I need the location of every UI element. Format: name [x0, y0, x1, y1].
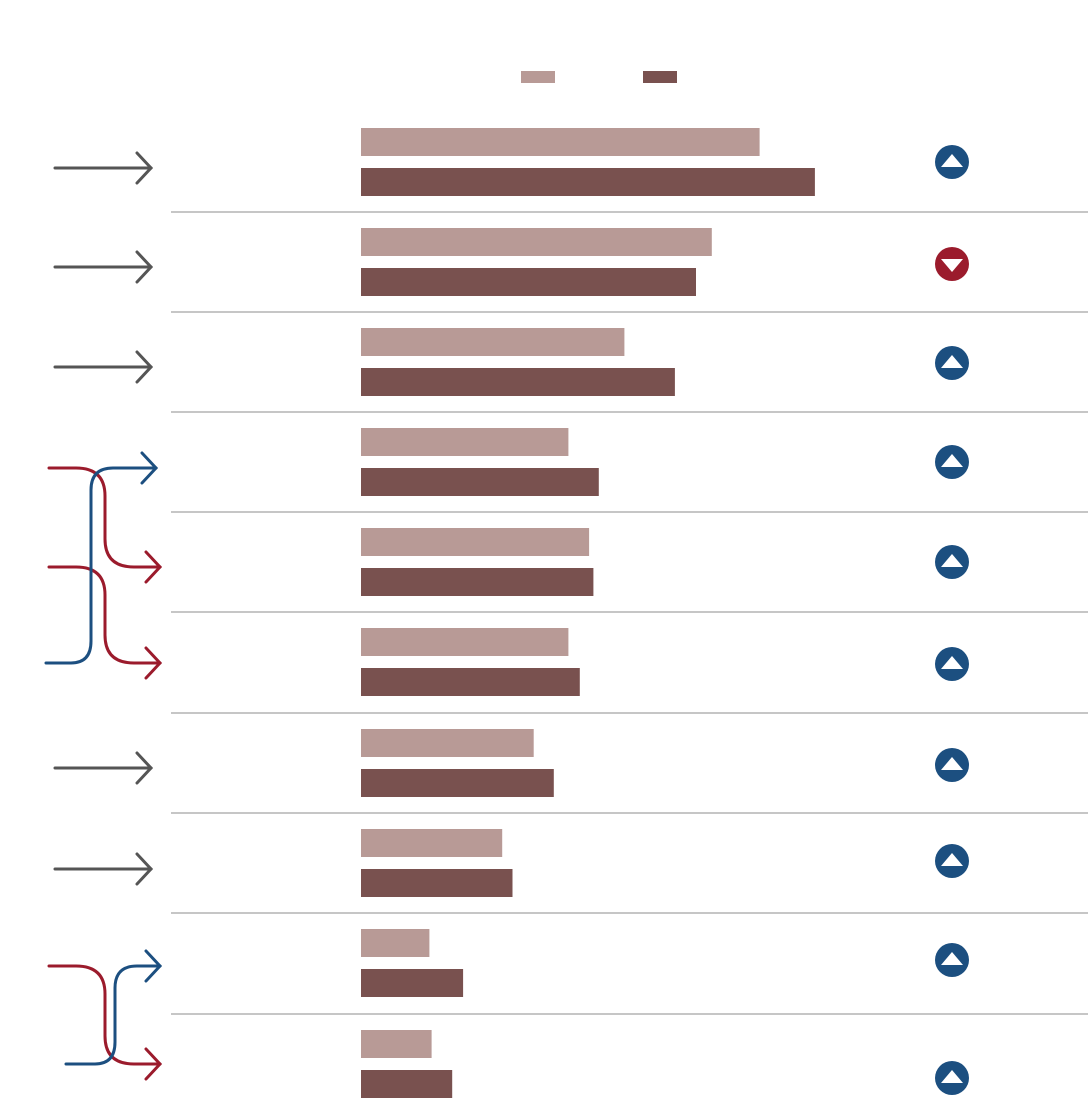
trend-up-icon — [935, 647, 969, 681]
trend-up-icon — [935, 545, 969, 579]
trend-up-icon — [935, 844, 969, 878]
bar-series-a — [361, 128, 760, 156]
bar-series-b — [361, 468, 599, 496]
bar-series-a — [361, 1030, 432, 1058]
move-down-arrow — [47, 466, 162, 569]
trend-up-icon — [935, 1061, 969, 1095]
bar-series-b — [361, 368, 675, 396]
bar-series-b — [361, 668, 580, 696]
steady-arrow-head — [135, 151, 154, 185]
row-dividers — [171, 211, 1088, 1015]
bar-series-b — [361, 168, 815, 196]
bar-series-a — [361, 528, 590, 556]
trend-up-icon — [935, 346, 969, 380]
bar-series-a — [361, 829, 503, 857]
bar-series-b — [361, 1070, 453, 1098]
move-up-arrow — [44, 466, 158, 665]
bar-marks — [361, 128, 815, 1098]
move-up-arrow — [64, 964, 162, 1066]
trend-up-icon — [935, 943, 969, 977]
steady-arrow-head — [135, 751, 154, 785]
trend-up-icon — [935, 748, 969, 782]
move-down-arrow-head — [144, 550, 163, 584]
move-down-arrow-head — [144, 1047, 163, 1081]
legend-swatch-series-a — [521, 71, 555, 83]
change-indicators — [935, 145, 969, 1095]
bar-series-a — [361, 428, 569, 456]
bar-series-a — [361, 729, 534, 757]
bar-series-a — [361, 628, 569, 656]
trend-down-icon — [935, 247, 969, 281]
steady-arrow-head — [135, 350, 154, 384]
move-up-arrow-head — [144, 949, 163, 983]
bar-series-b — [361, 769, 554, 797]
move-down-arrow-head — [144, 646, 163, 680]
bar-series-b — [361, 969, 464, 997]
bar-series-b — [361, 568, 594, 596]
chart-legend — [521, 71, 677, 83]
rank-move-arrows — [44, 151, 163, 1081]
legend-swatch-series-b — [643, 71, 677, 83]
bar-series-b — [361, 268, 696, 296]
move-down-arrow — [47, 964, 162, 1066]
bar-series-b — [361, 869, 513, 897]
trend-up-icon — [935, 445, 969, 479]
bar-series-a — [361, 228, 712, 256]
trend-up-icon — [935, 145, 969, 179]
move-up-arrow-head — [140, 451, 159, 485]
steady-arrow-head — [135, 250, 154, 284]
bar-series-a — [361, 929, 430, 957]
bar-series-a — [361, 328, 625, 356]
move-down-arrow — [47, 565, 162, 665]
steady-arrow-head — [135, 852, 154, 886]
